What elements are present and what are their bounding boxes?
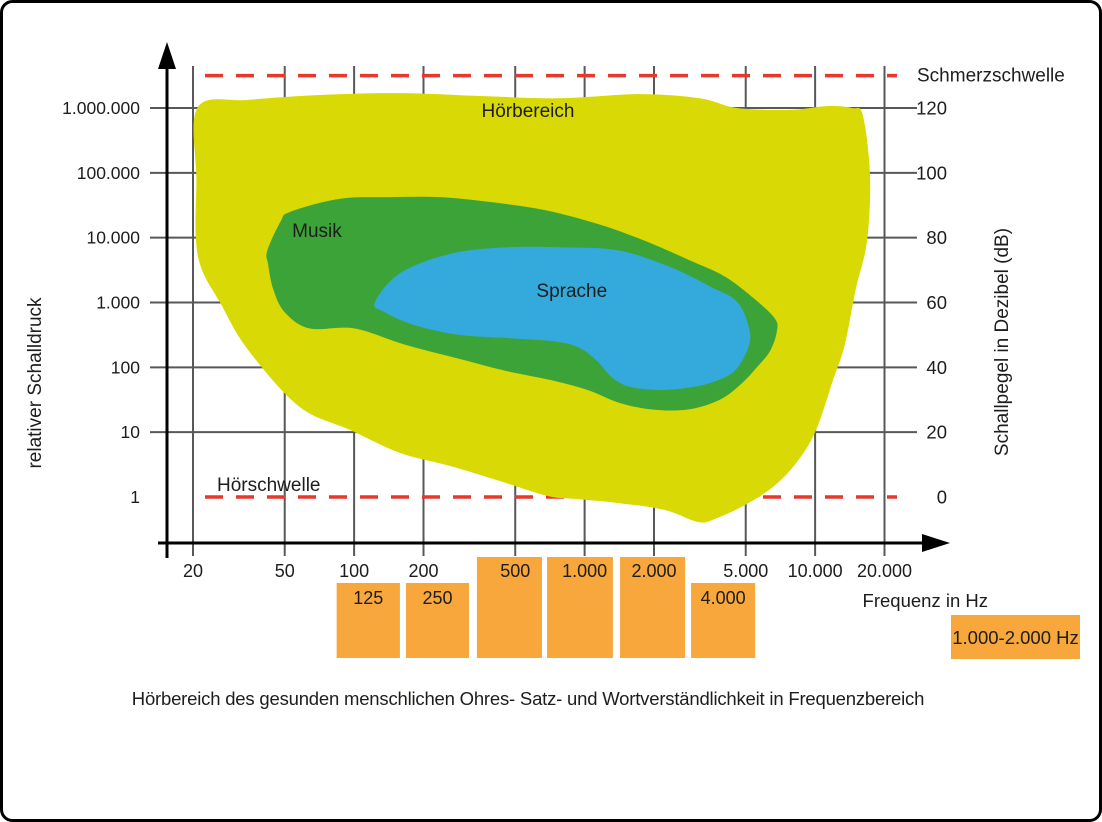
- band-label-250: 250: [422, 588, 452, 608]
- x-tick-label-2.000: 2.000: [631, 561, 676, 581]
- x-tick-label-50: 50: [275, 561, 295, 581]
- band-box-4.000: [691, 583, 756, 658]
- x-tick-label-10.000: 10.000: [788, 561, 843, 581]
- x-tick-label-20: 20: [183, 561, 203, 581]
- y-right-tick-label-20db: 20: [926, 422, 947, 443]
- y-left-tick-label-100db: 100.000: [77, 163, 141, 183]
- y-right-tick-label-100db: 100: [916, 162, 947, 183]
- x-tick-label-1.000: 1.000: [562, 561, 607, 581]
- band-box-250: [406, 583, 469, 658]
- y-left-tick-label-60db: 1.000: [96, 292, 140, 312]
- y-left-tick-label-120db: 1.000.000: [62, 98, 140, 118]
- band-label-125: 125: [353, 588, 383, 608]
- y-right-tick-label-60db: 60: [926, 292, 947, 313]
- y-right-tick-label-80db: 80: [926, 227, 947, 248]
- band-label-4.000: 4.000: [701, 588, 746, 608]
- y-left-axis-title: relativer Schalldruck: [25, 297, 46, 469]
- region-label-sprache: Sprache: [536, 281, 607, 302]
- y-axis-arrowhead: [158, 42, 176, 69]
- x-tick-label-100: 100: [339, 561, 369, 581]
- y-right-tick-label-40db: 40: [926, 357, 947, 378]
- y-left-tick-label-80db: 10.000: [86, 228, 140, 248]
- x-tick-label-200: 200: [408, 561, 438, 581]
- x-axis-title: Frequenz in Hz: [863, 590, 988, 611]
- region-label-musik: Musik: [292, 221, 342, 242]
- band-box-1.000: [547, 557, 613, 658]
- region-label-hoerbereich: Hörbereich: [482, 101, 575, 122]
- band-box-2.000: [620, 557, 686, 658]
- x-tick-label-20.000: 20.000: [857, 561, 912, 581]
- band-box-500: [476, 557, 542, 658]
- region-sprache: [374, 246, 751, 390]
- hoerschwelle-label: Hörschwelle: [217, 475, 320, 496]
- figure-caption: Hörbereich des gesunden menschlichen Ohr…: [131, 688, 925, 709]
- legend-box-label: 1.000-2.000 Hz: [952, 627, 1079, 648]
- y-left-tick-label-20db: 10: [121, 422, 141, 442]
- x-tick-label-5.000: 5.000: [723, 561, 768, 581]
- y-left-tick-label-40db: 100: [111, 357, 140, 377]
- x-axis-arrowhead: [922, 534, 950, 552]
- y-left-tick-label-0db: 1: [130, 487, 140, 507]
- legend-box: [951, 615, 1080, 659]
- y-right-tick-label-0db: 0: [937, 487, 947, 508]
- y-right-axis-title: Schallpegel in Dezibel (dB): [992, 228, 1013, 456]
- schmerzschwelle-label: Schmerzschwelle: [917, 66, 1065, 87]
- band-box-125: [336, 583, 400, 658]
- x-tick-label-500: 500: [500, 561, 530, 581]
- y-right-tick-label-120db: 120: [916, 97, 947, 118]
